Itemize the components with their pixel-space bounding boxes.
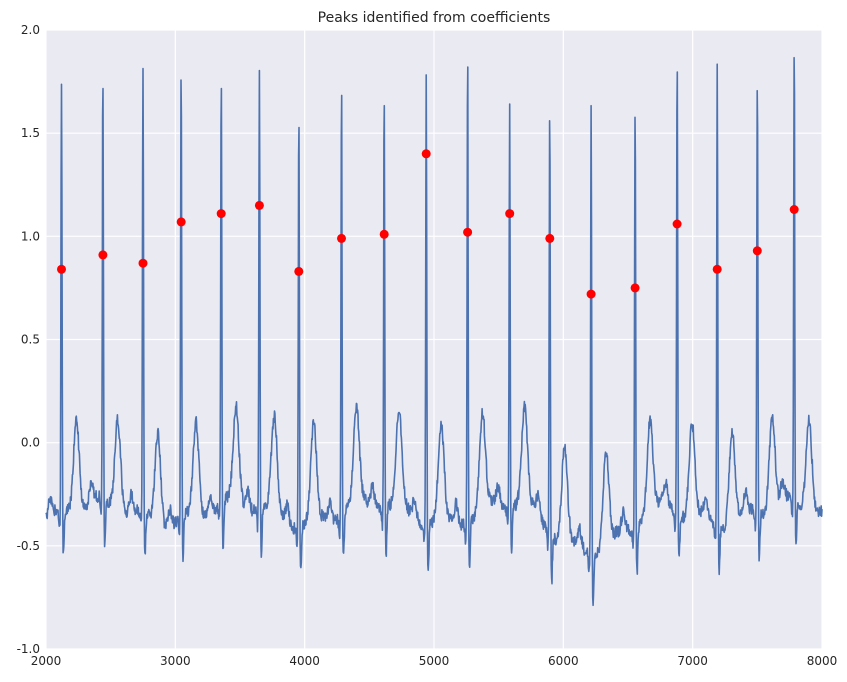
peak-point [379, 229, 389, 239]
peak-point [586, 289, 596, 299]
x-tick-label: 7000 [677, 654, 708, 668]
peak-point [545, 233, 555, 243]
peak-point [176, 217, 186, 227]
y-tick-label: -0.5 [17, 539, 40, 553]
peak-point [294, 266, 304, 276]
peak-point [138, 258, 148, 268]
grid-lines [45, 29, 823, 650]
y-tick-label: 0.0 [21, 436, 40, 450]
peak-point [505, 209, 515, 219]
peak-point [630, 283, 640, 293]
x-tick-label: 2000 [31, 654, 62, 668]
ecg-signal [45, 56, 823, 607]
peak-point [712, 264, 722, 274]
y-tick-label: -1.0 [17, 642, 40, 656]
peak-point [254, 200, 264, 210]
chart-title: Peaks identified from coefficients [318, 10, 551, 26]
peak-point [752, 246, 762, 256]
y-tick-label: 1.0 [21, 229, 40, 243]
peak-point [337, 233, 346, 243]
peak-point [463, 227, 473, 237]
y-tick-label: 1.5 [21, 126, 40, 140]
x-tick-label: 6000 [548, 654, 579, 668]
peak-point [421, 149, 431, 159]
x-tick-label: 5000 [419, 654, 450, 668]
x-tick-label: 8000 [807, 654, 838, 668]
peak-point [216, 209, 226, 219]
x-tick-label: 4000 [289, 654, 320, 668]
peak-point [98, 250, 108, 260]
peak-markers [57, 149, 799, 299]
x-tick-label: 3000 [160, 654, 191, 668]
x-axis-ticks: 2000 3000 4000 5000 6000 7000 8000 [31, 654, 838, 668]
peak-point [672, 219, 682, 229]
y-tick-label: 0.5 [21, 333, 40, 347]
y-tick-label: 2.0 [21, 23, 40, 37]
signal-line [45, 56, 823, 607]
y-axis-ticks: -1.0 -0.5 0.0 0.5 1.0 1.5 2.0 [17, 23, 40, 656]
peak-point [57, 264, 66, 274]
peak-point [789, 205, 799, 214]
